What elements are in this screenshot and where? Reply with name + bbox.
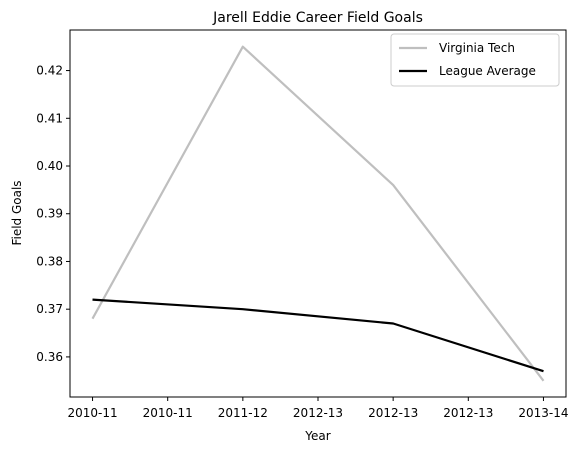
x-tick-label: 2010-11 — [67, 406, 117, 420]
legend-box — [390, 33, 560, 87]
x-tick-label: 2012-13 — [293, 406, 343, 420]
legend: Virginia Tech League Average — [390, 33, 560, 87]
plot-area — [91, 45, 545, 382]
chart-title: Jarell Eddie Career Field Goals — [212, 10, 423, 26]
legend-label-league-average: League Average — [439, 64, 536, 78]
y-tick-label: 0.41 — [36, 111, 63, 125]
x-tick-label: 2013-14 — [518, 406, 568, 420]
y-axis: 0.36 0.37 0.38 0.39 0.40 0.41 0.42 — [36, 64, 70, 364]
x-tick-label: 2012-13 — [368, 406, 418, 420]
series-line-virginia-tech — [91, 45, 545, 382]
x-tick-label: 2012-13 — [443, 406, 493, 420]
y-tick-label: 0.36 — [36, 350, 63, 364]
x-tick-label: 2010-11 — [143, 406, 193, 420]
y-tick-label: 0.39 — [36, 207, 63, 221]
y-tick-label: 0.37 — [36, 302, 63, 316]
legend-label-virginia-tech: Virginia Tech — [439, 41, 515, 55]
y-tick-label: 0.42 — [36, 64, 63, 78]
x-tick-label: 2011-12 — [218, 406, 268, 420]
x-axis-label: Year — [304, 429, 330, 443]
y-tick-label: 0.40 — [36, 159, 63, 173]
y-tick-label: 0.38 — [36, 254, 63, 268]
x-axis: 2010-11 2010-11 2011-12 2012-13 2012-13 2012-… — [67, 397, 569, 420]
y-axis-label: Field Goals — [10, 180, 24, 245]
series-line-league-average — [92, 298, 544, 373]
